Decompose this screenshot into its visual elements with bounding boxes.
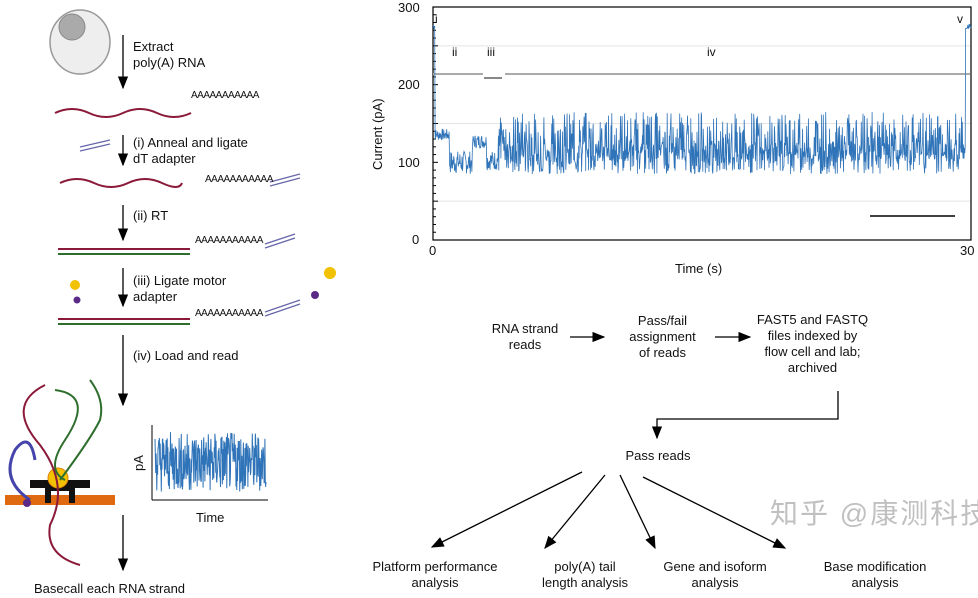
region-ii: ii: [452, 45, 458, 59]
polya-tail: AAAAAAAAAAA: [195, 235, 263, 246]
output-platform: Platform performance analysis: [372, 559, 498, 590]
ytick-0: 0: [412, 232, 420, 247]
xtick-30: 30: [960, 243, 975, 258]
polya-tail: AAAAAAAAAAA: [205, 174, 273, 185]
step-load: (iv) Load and read: [133, 348, 239, 363]
output-polya: poly(A) tail length analysis: [542, 559, 628, 590]
trace-chart: [432, 6, 972, 241]
cdna-strands: [58, 253, 190, 325]
basecall-label: Basecall each RNA strand: [34, 581, 186, 596]
output-gene: Gene and isoform analysis: [663, 559, 767, 590]
node-fast5: FAST5 and FASTQ files indexed by flow ce…: [756, 312, 869, 375]
cell-icon: [49, 9, 111, 75]
region-i: i: [435, 12, 438, 26]
region-v: v: [957, 12, 963, 26]
node-rna-reads: RNA strand reads: [491, 321, 559, 352]
polya-tail: AAAAAAAAAAA: [195, 308, 263, 319]
inset-ylabel: pA: [130, 455, 146, 471]
step-rt: (ii) RT: [133, 208, 169, 223]
xtick-0: 0: [429, 243, 437, 258]
motor-proteins: [70, 267, 336, 304]
adapters: [79, 139, 301, 317]
step-extract: Extract poly(A) RNA: [133, 39, 206, 70]
ytick-300: 300: [398, 0, 420, 15]
rna-strands: [54, 108, 192, 320]
node-passfail: Pass/fail assignment of reads: [629, 313, 696, 360]
nanopore-icon: [5, 379, 115, 566]
ytick-200: 200: [398, 77, 420, 92]
workflow-arrows: [430, 331, 839, 550]
output-base-mod: Base modification analysis: [823, 559, 927, 590]
region-iv: iv: [707, 45, 716, 59]
watermark: 知乎 @康测科技: [770, 498, 978, 529]
trace-xlabel: Time (s): [675, 261, 723, 276]
inset-xlabel: Time: [196, 510, 225, 525]
inset-signal: [151, 425, 268, 501]
step-motor: (iii) Ligate motor adapter: [133, 273, 227, 304]
current-trace: [432, 23, 972, 175]
polya-tail: AAAAAAAAAAA: [191, 90, 259, 101]
inset-trace: [154, 432, 267, 492]
step-anneal: (i) Anneal and ligate dT adapter: [133, 135, 248, 166]
ytick-100: 100: [398, 155, 420, 170]
region-iii: iii: [487, 45, 495, 59]
trace-ylabel: Current (pA): [370, 98, 385, 170]
node-pass-reads: Pass reads: [625, 448, 691, 463]
